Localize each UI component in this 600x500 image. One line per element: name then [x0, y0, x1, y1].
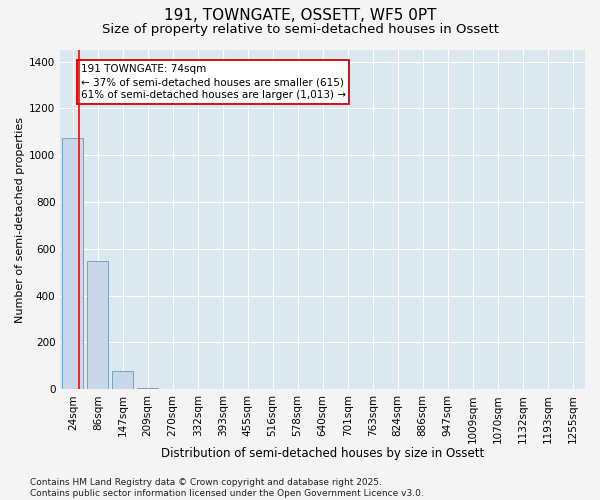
Bar	[137, 388, 158, 389]
Text: 191, TOWNGATE, OSSETT, WF5 0PT: 191, TOWNGATE, OSSETT, WF5 0PT	[164, 8, 436, 22]
X-axis label: Distribution of semi-detached houses by size in Ossett: Distribution of semi-detached houses by …	[161, 447, 484, 460]
Bar	[87, 260, 109, 389]
Text: 191 TOWNGATE: 74sqm
← 37% of semi-detached houses are smaller (615)
61% of semi-: 191 TOWNGATE: 74sqm ← 37% of semi-detach…	[80, 64, 346, 100]
Y-axis label: Number of semi-detached properties: Number of semi-detached properties	[15, 116, 25, 322]
Text: Contains HM Land Registry data © Crown copyright and database right 2025.
Contai: Contains HM Land Registry data © Crown c…	[30, 478, 424, 498]
Text: Size of property relative to semi-detached houses in Ossett: Size of property relative to semi-detach…	[101, 22, 499, 36]
Bar	[62, 138, 83, 389]
Bar	[112, 370, 133, 389]
